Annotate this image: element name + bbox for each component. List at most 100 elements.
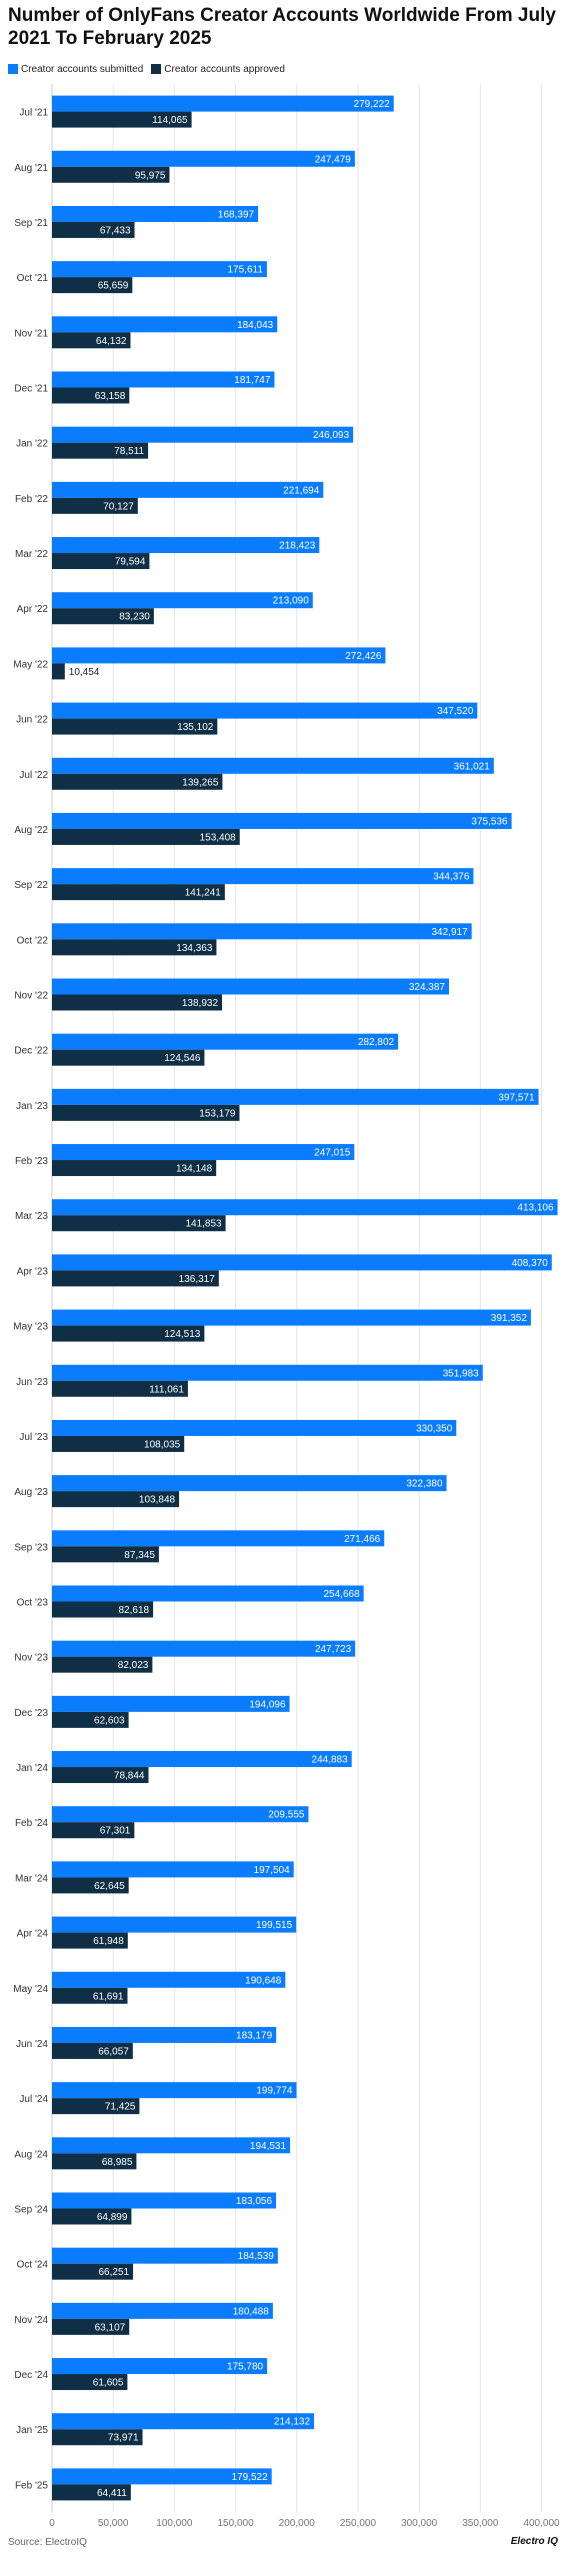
data-label-approved: 153,179 — [199, 1108, 236, 1119]
bar-approved — [52, 166, 170, 183]
data-label-submitted: 322,380 — [406, 1479, 443, 1490]
data-label-submitted: 168,397 — [218, 209, 255, 220]
category-label: Apr '22 — [17, 604, 49, 615]
data-label-approved: 153,408 — [200, 832, 237, 843]
data-label-approved: 141,241 — [185, 888, 222, 899]
bar-approved — [52, 1325, 205, 1342]
bar-submitted — [52, 316, 278, 333]
bar-approved — [52, 994, 223, 1011]
bar-submitted — [52, 757, 494, 774]
x-tick-label: 150,000 — [217, 2518, 254, 2529]
data-label-submitted: 247,723 — [315, 1644, 352, 1655]
data-label-approved: 71,425 — [105, 2102, 136, 2113]
bar-approved — [52, 2484, 131, 2501]
data-label-submitted: 175,780 — [227, 2362, 264, 2373]
data-label-submitted: 397,571 — [498, 1092, 535, 1103]
category-label: Nov '24 — [14, 2315, 48, 2326]
data-label-submitted: 175,611 — [228, 265, 264, 276]
bar-submitted — [52, 592, 313, 609]
data-label-submitted: 344,376 — [433, 872, 470, 883]
bar-approved — [52, 1380, 188, 1397]
category-label: Jun '23 — [16, 1377, 48, 1388]
data-label-approved: 63,107 — [95, 2322, 126, 2333]
data-label-approved: 111,061 — [149, 1384, 184, 1395]
data-label-submitted: 408,370 — [512, 1258, 549, 1269]
data-label-submitted: 218,423 — [279, 541, 316, 552]
data-label-approved: 136,317 — [179, 1274, 216, 1285]
bar-approved — [52, 2429, 143, 2446]
bar-approved — [52, 2042, 133, 2059]
x-tick-label: 400,000 — [523, 2518, 560, 2529]
bar-approved — [52, 884, 225, 901]
bar-submitted — [52, 2082, 297, 2099]
bar-submitted — [52, 1254, 552, 1271]
data-label-submitted: 375,536 — [471, 816, 508, 827]
bar-submitted — [52, 1751, 352, 1768]
data-label-approved: 61,605 — [93, 2378, 124, 2389]
bar-approved — [52, 2098, 140, 2115]
data-label-approved: 135,102 — [177, 722, 214, 733]
bar-approved — [52, 2208, 132, 2225]
bar-submitted — [52, 205, 259, 222]
data-label-approved: 64,899 — [97, 2212, 128, 2223]
data-label-submitted: 183,056 — [236, 2196, 273, 2207]
bar-approved — [52, 387, 130, 404]
data-label-approved: 108,035 — [144, 1439, 181, 1450]
bar-approved — [52, 1270, 219, 1287]
bar-approved — [52, 1435, 185, 1452]
x-tick-label: 350,000 — [462, 2518, 499, 2529]
data-label-approved: 103,848 — [139, 1495, 176, 1506]
data-label-submitted: 184,539 — [238, 2251, 275, 2262]
x-tick-label: 100,000 — [156, 2518, 193, 2529]
data-label-submitted: 247,015 — [314, 1148, 351, 1159]
data-label-submitted: 180,488 — [233, 2306, 270, 2317]
data-label-submitted: 342,917 — [432, 927, 469, 938]
bar-submitted — [52, 1088, 539, 1105]
data-label-submitted: 347,520 — [437, 706, 474, 717]
data-label-approved: 83,230 — [119, 612, 150, 623]
bar-approved — [52, 1987, 128, 2004]
data-label-submitted: 221,694 — [283, 485, 320, 496]
category-label: Sep '22 — [14, 880, 48, 891]
data-label-submitted: 351,983 — [443, 1368, 480, 1379]
data-label-approved: 78,844 — [114, 1771, 145, 1782]
data-label-approved: 67,301 — [100, 1826, 131, 1837]
data-label-submitted: 194,096 — [249, 1699, 286, 1710]
bar-approved — [52, 1491, 180, 1508]
data-label-approved: 62,603 — [94, 1715, 125, 1726]
data-label-approved: 139,265 — [182, 777, 219, 788]
category-label: Jun '22 — [16, 715, 48, 726]
legend-swatch-submitted — [8, 64, 18, 74]
legend-swatch-approved — [151, 64, 162, 74]
bar-approved — [52, 1711, 129, 1728]
category-label: Jan '24 — [16, 1763, 48, 1774]
bar-submitted — [52, 1806, 309, 1823]
bar-approved — [52, 828, 240, 845]
data-label-submitted: 244,883 — [312, 1755, 349, 1766]
bar-submitted — [52, 1695, 290, 1712]
category-label: Apr '23 — [17, 1266, 49, 1277]
bar-submitted — [52, 261, 267, 278]
data-label-approved: 141,853 — [185, 1219, 222, 1230]
bar-submitted — [52, 2413, 315, 2430]
data-label-submitted: 247,479 — [315, 154, 352, 165]
bar-submitted — [52, 647, 386, 664]
category-label: Sep '21 — [14, 218, 48, 229]
bar-approved — [52, 663, 65, 680]
data-label-approved: 63,158 — [95, 391, 126, 402]
category-label: Jan '23 — [16, 1101, 48, 1112]
bar-submitted — [52, 1033, 399, 1050]
category-label: Dec '22 — [14, 1046, 48, 1057]
data-label-approved: 67,433 — [100, 225, 131, 236]
data-label-approved: 66,251 — [98, 2267, 129, 2278]
category-label: Aug '23 — [14, 1487, 48, 1498]
data-label-approved: 134,148 — [176, 1164, 213, 1175]
data-label-submitted: 361,021 — [454, 761, 491, 772]
data-label-approved: 64,132 — [96, 336, 127, 347]
category-label: Oct '24 — [17, 2260, 49, 2271]
bar-approved — [52, 2263, 134, 2280]
category-label: May '22 — [13, 659, 48, 670]
bar-submitted — [52, 978, 449, 995]
bar-submitted — [52, 537, 320, 554]
